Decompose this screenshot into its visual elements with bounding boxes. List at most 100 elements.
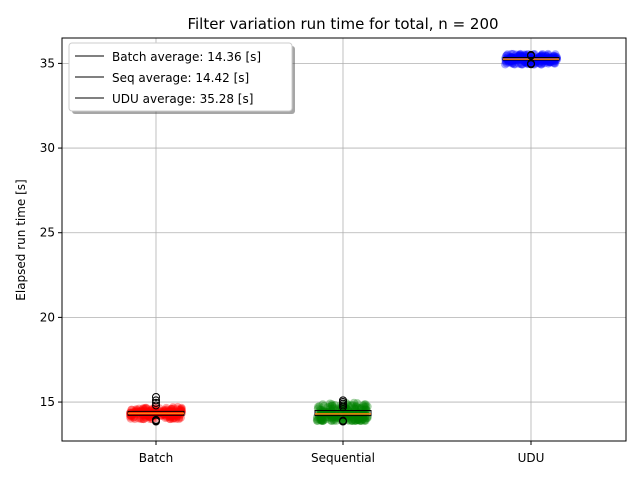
data-point xyxy=(550,59,560,68)
data-point xyxy=(134,414,143,423)
data-point xyxy=(132,408,142,417)
data-point xyxy=(173,402,182,412)
data-point xyxy=(353,415,362,425)
data-point xyxy=(168,403,178,412)
data-point xyxy=(355,416,364,425)
data-point xyxy=(540,58,549,68)
data-point xyxy=(171,410,180,419)
data-point xyxy=(172,407,181,417)
data-point xyxy=(318,415,327,424)
data-point xyxy=(327,412,337,422)
data-point xyxy=(318,410,328,419)
data-point xyxy=(150,408,159,417)
outlier xyxy=(152,401,160,410)
data-point xyxy=(351,416,360,425)
data-point xyxy=(323,402,333,412)
plot-frame xyxy=(61,37,627,442)
data-point xyxy=(325,402,335,411)
data-point xyxy=(140,412,150,421)
data-point xyxy=(166,414,175,424)
data-point xyxy=(324,410,334,420)
data-point xyxy=(357,416,366,425)
data-point xyxy=(317,414,326,423)
data-point xyxy=(348,416,357,425)
data-point xyxy=(520,50,529,59)
data-point xyxy=(321,414,331,424)
y-tick-label: 30 xyxy=(40,141,55,155)
outlier xyxy=(527,50,535,59)
data-point xyxy=(169,413,179,423)
data-point xyxy=(325,399,335,408)
data-point xyxy=(516,49,525,59)
data-point xyxy=(502,58,511,68)
data-point xyxy=(312,414,322,424)
data-point xyxy=(502,51,511,61)
data-point xyxy=(507,49,516,59)
data-point xyxy=(360,405,369,414)
data-point xyxy=(137,414,146,424)
data-point xyxy=(516,59,526,69)
data-point xyxy=(172,412,182,421)
data-point xyxy=(538,50,547,59)
data-point xyxy=(508,49,518,59)
data-point xyxy=(358,412,368,422)
data-point xyxy=(172,412,181,421)
data-point xyxy=(347,416,356,425)
data-point xyxy=(353,415,362,425)
data-point xyxy=(132,410,141,419)
data-point xyxy=(319,401,329,411)
data-point xyxy=(361,405,371,414)
data-point xyxy=(507,59,517,68)
data-point xyxy=(322,412,331,422)
data-point xyxy=(549,51,559,61)
data-point xyxy=(516,50,525,59)
x-tick-label: Sequential xyxy=(311,451,375,465)
data-point xyxy=(134,408,144,417)
legend: Batch average: 14.36 [s] Seq average: 14… xyxy=(68,42,295,114)
data-point xyxy=(508,58,517,68)
data-point xyxy=(343,405,352,414)
data-point xyxy=(352,403,362,412)
data-point xyxy=(175,410,185,419)
outlier xyxy=(339,416,347,425)
data-point xyxy=(361,400,370,409)
data-point xyxy=(156,407,165,417)
data-point xyxy=(131,408,141,417)
data-point xyxy=(313,416,322,425)
data-point xyxy=(354,415,363,424)
data-point xyxy=(355,416,365,425)
data-point xyxy=(317,416,326,425)
data-point xyxy=(360,416,369,425)
data-point xyxy=(363,402,372,411)
y-tick-label: 15 xyxy=(40,395,55,409)
data-point xyxy=(517,60,527,69)
legend-entry-udu: UDU average: 35.28 [s] xyxy=(112,92,253,106)
data-point xyxy=(549,54,558,63)
data-point xyxy=(312,416,322,425)
data-point xyxy=(137,410,147,419)
data-point xyxy=(351,416,361,425)
data-point xyxy=(359,401,368,410)
data-point xyxy=(327,416,337,425)
data-point xyxy=(327,401,337,411)
data-point xyxy=(346,401,356,410)
data-point xyxy=(535,59,544,68)
data-point xyxy=(359,402,369,412)
data-point xyxy=(330,401,340,410)
data-point xyxy=(353,415,363,424)
data-point xyxy=(137,406,146,415)
data-point xyxy=(166,410,175,419)
y-axis-label: Elapsed run time [s] xyxy=(14,179,28,300)
data-point xyxy=(145,412,154,421)
data-point xyxy=(319,416,328,425)
data-point xyxy=(176,408,185,417)
data-point xyxy=(141,403,151,413)
data-point xyxy=(315,412,324,422)
data-point xyxy=(161,413,170,423)
data-point xyxy=(348,401,357,410)
data-point xyxy=(162,409,171,419)
outlier xyxy=(152,415,160,424)
data-point xyxy=(361,402,370,411)
data-point xyxy=(130,414,139,424)
data-point xyxy=(326,416,336,425)
